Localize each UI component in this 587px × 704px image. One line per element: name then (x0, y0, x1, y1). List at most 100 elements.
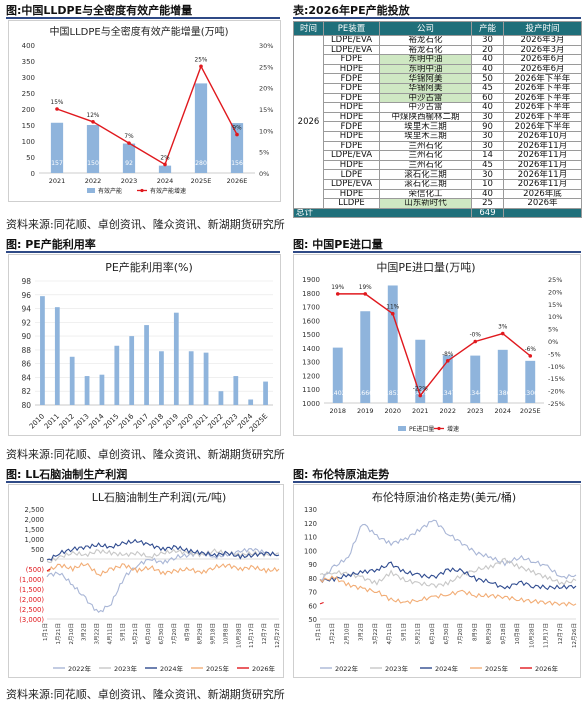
y-tick-label: 2,500 (25, 506, 44, 514)
bar (248, 399, 254, 405)
table-cell: HDPE (323, 111, 380, 123)
y-tick-label: 80 (21, 401, 31, 410)
table-row: FDPE 中沙古雷 60 2026年下半年 (294, 92, 582, 104)
lldpe-chart-header: 图:中国LLDPE与全密度有效产能增量 (6, 4, 193, 17)
growth-point (473, 339, 478, 344)
y-tick-label: (1,500) (19, 586, 44, 594)
x-tick-label: 2022 (85, 177, 102, 185)
x-tick-label: 2010 (28, 412, 46, 430)
bar-value-label: 92 (125, 160, 133, 167)
x-tick-label: 2018 (147, 412, 165, 430)
y-tick-label: 90 (308, 561, 317, 569)
bar (158, 165, 172, 173)
growth-label: 12% (87, 113, 100, 119)
x-tick-label: 1月21日 (329, 623, 336, 645)
bar (84, 376, 90, 405)
table-cell: 2026年6月 (503, 63, 582, 75)
y-tick-label: 84 (21, 373, 31, 382)
y2-tick-label: 5% (259, 149, 269, 157)
table-cell: LDPE/EVA (323, 178, 380, 190)
y-tick-label: (2,500) (19, 606, 44, 614)
x-tick-label: 2月10日 (68, 623, 75, 645)
bar (99, 374, 105, 405)
growth-point (335, 292, 340, 296)
table-cell: 2026年底 (503, 188, 582, 200)
bar-value-label: 156 (231, 160, 243, 167)
growth-line (56, 64, 238, 166)
x-tick-label: 6月10日 (145, 623, 152, 645)
growth-point (91, 120, 95, 124)
table-header-cell: 产能 (471, 21, 504, 36)
x-tick-label: 6月30日 (158, 623, 165, 645)
y-tick-label: (1,000) (19, 576, 44, 584)
table-row: LLDPE 山东新时代 25 2026年 (294, 198, 582, 209)
y-tick-label: 400 (22, 42, 35, 50)
y-tick-label: 2,000 (25, 516, 44, 524)
bar (218, 391, 224, 405)
x-tick-label: 12月7日 (261, 623, 268, 645)
y-tick-label: 1500 (302, 331, 320, 339)
y-tick-label: 88 (21, 346, 31, 355)
x-tick-label: 2020 (177, 412, 195, 430)
y2-tick-label: -5% (548, 350, 561, 358)
table-cell: 兰州石化 (379, 150, 472, 161)
table-cell: HDPE (323, 159, 380, 171)
growth-label: -0% (470, 332, 482, 338)
pe-capacity-table: 时间 PE装置 公司 产能 投产时间 2026 LDPE/EVA 裕龙石化 30 2026年3月 L… (293, 21, 582, 219)
bar-value-label: 1853 (385, 390, 401, 397)
y2-tick-label: 15% (548, 301, 562, 309)
legend-label: 2023年 (114, 664, 138, 673)
y-tick-label: 1200 (302, 372, 320, 380)
x-tick-label: 2021 (49, 177, 66, 185)
table-row: HDPE 兰州石化 45 2026年11月 (294, 159, 582, 171)
series-line (319, 561, 577, 591)
bar (194, 83, 208, 173)
x-tick-label: 2013 (73, 412, 91, 430)
growth-point (163, 162, 167, 167)
bar (188, 351, 194, 405)
y2-tick-label: 5% (548, 326, 558, 334)
y-tick-label: 1000 (302, 400, 320, 408)
lldpe-capacity-chart: 中国LLDPE与全密度有效产能增量(万吨) 0 50 100 150 200 250 300… (22, 25, 274, 195)
x-tick-label: 2月10日 (343, 623, 350, 645)
table-cell: 45 (471, 82, 504, 94)
table-cell: 40 (471, 102, 504, 113)
legend-label: 2023年 (385, 664, 409, 673)
y-tick-label: (500) (26, 566, 45, 574)
x-tick-label: 2015 (102, 412, 120, 430)
table-cell: LDPE/EVA (323, 150, 380, 161)
growth-point (390, 311, 395, 316)
table-cell: 10 (471, 178, 504, 190)
x-tick-label: 7月20日 (171, 623, 178, 645)
y2-tick-label: 20% (259, 85, 273, 93)
table-cell: 40 (471, 188, 504, 200)
growth-label: -6% (525, 347, 537, 353)
x-tick-label: 2023 (467, 407, 484, 415)
table-cell: FDPE (323, 140, 380, 152)
y-tick-label: 0 (40, 556, 44, 564)
bar-value-label: 1344 (467, 390, 483, 397)
table-cell: 2026年11月 (503, 140, 582, 152)
x-tick-label: 12月27日 (274, 623, 281, 648)
bar-value-label: 1386 (495, 390, 511, 397)
table-row: HDPE 埃里木三期 30 2026年10月 (294, 130, 582, 142)
y-tick-label: 70 (308, 589, 317, 597)
series-line (46, 568, 51, 572)
table-cell: 埃里木三期 (379, 121, 472, 132)
bar-value-label: 1666 (357, 390, 373, 397)
growth-label: 7% (124, 134, 134, 140)
y2-tick-label: 0% (259, 170, 269, 178)
table-cell: FDPE (323, 121, 380, 132)
pe-utilization-chart: PE产能利用率(%) 80828486889092949698201020112… (21, 260, 273, 434)
brent-oil-chart: 布伦特原油价格走势(美元/桶) 13012011010090807060501月… (304, 490, 578, 673)
table-cell: LDPE/EVA (323, 44, 380, 56)
legend-label: 2026年 (252, 664, 276, 673)
bar (122, 143, 136, 173)
lldpe-chart-title: 中国LLDPE与全密度有效产能增量(万吨) (50, 25, 229, 38)
growth-point (235, 132, 239, 137)
table-cell: 2026年11月 (503, 178, 582, 190)
y-tick-label: 1700 (302, 304, 320, 312)
growth-line (337, 293, 531, 398)
table-cell: HDPE (323, 102, 380, 113)
table-row: FDPE 华锦阿美 45 2026年下半年 (294, 82, 582, 94)
